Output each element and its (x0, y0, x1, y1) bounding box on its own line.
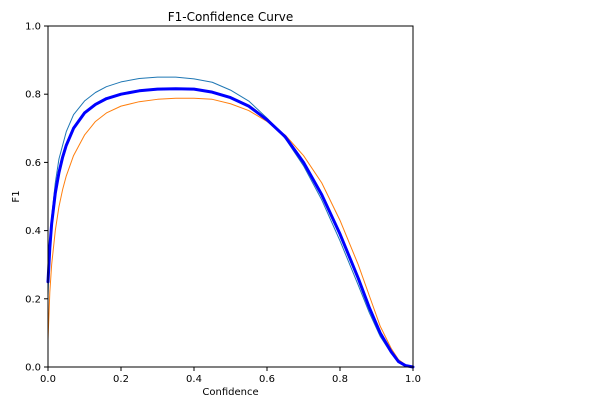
y-tick-label: 0.4 (25, 226, 41, 237)
y-axis: 0.0 0.2 0.4 0.6 0.8 1.0 (25, 22, 48, 374)
series-line-3 (46, 87, 415, 369)
x-tick-label: 0.8 (332, 374, 348, 385)
x-tick-label: 0.6 (259, 374, 275, 385)
y-tick-label: 1.0 (25, 22, 41, 33)
x-axis-label: Confidence (202, 387, 258, 398)
plot-frame (47, 25, 414, 368)
y-tick-label: 0.8 (25, 90, 41, 101)
series-line-2 (47, 97, 414, 368)
x-axis: 0.0 0.2 0.4 0.6 0.8 1.0 (40, 367, 421, 385)
x-tick-label: 0.0 (40, 374, 56, 385)
series-line-1 (47, 76, 414, 368)
series-layer (46, 76, 415, 369)
y-tick-label: 0.6 (25, 158, 41, 169)
y-tick-label: 0.2 (25, 294, 41, 305)
x-tick-label: 0.2 (113, 374, 129, 385)
y-tick-label: 0.0 (25, 363, 41, 374)
y-axis-label: F1 (11, 190, 22, 202)
x-tick-label: 1.0 (405, 374, 421, 385)
chart-title: F1-Confidence Curve (168, 10, 294, 24)
x-tick-label: 0.4 (186, 374, 202, 385)
